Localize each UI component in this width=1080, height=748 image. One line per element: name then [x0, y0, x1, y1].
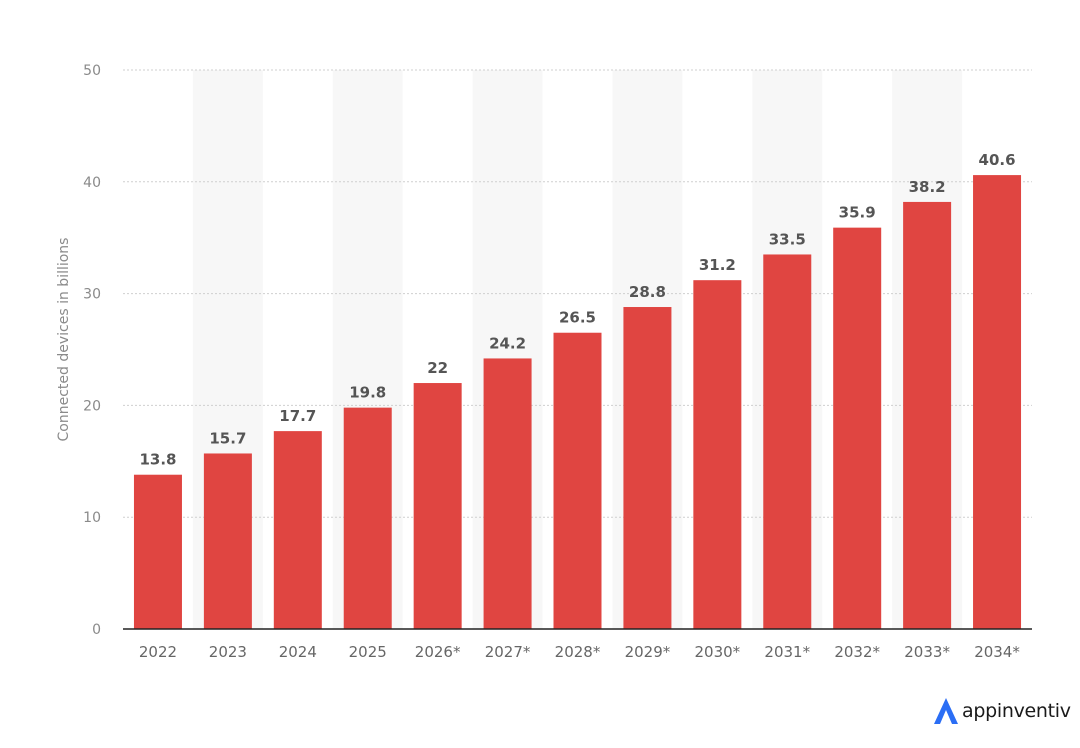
y-tick-label: 10 — [83, 510, 101, 526]
bar — [903, 201, 952, 629]
y-tick-label: 50 — [83, 63, 101, 79]
bar — [763, 254, 812, 629]
bar — [273, 431, 322, 629]
x-category-label: 2024 — [279, 643, 317, 661]
x-category-label: 2032* — [834, 643, 880, 661]
bar-data-label: 40.6 — [979, 151, 1016, 169]
y-tick-label: 20 — [83, 398, 101, 414]
bars — [133, 175, 1022, 630]
x-category-label: 2026* — [415, 643, 461, 661]
x-category-label: 2025 — [349, 643, 387, 661]
bar-data-label: 22 — [427, 359, 448, 377]
bar-data-label: 24.2 — [489, 334, 526, 352]
bar — [203, 453, 252, 629]
x-category-label: 2022 — [139, 643, 177, 661]
x-category-label: 2030* — [695, 643, 741, 661]
x-category-label: 2031* — [764, 643, 810, 661]
x-category-label: 2029* — [625, 643, 671, 661]
bar — [343, 407, 392, 629]
bar — [973, 175, 1022, 630]
x-category-label: 2033* — [904, 643, 950, 661]
bar-data-label: 15.7 — [209, 429, 246, 447]
brand-name: appinventiv — [962, 700, 1071, 722]
bar-data-label: 33.5 — [769, 230, 806, 248]
y-tick-label: 30 — [83, 287, 101, 303]
bar-data-label: 31.2 — [699, 256, 736, 274]
y-tick-label: 0 — [92, 622, 101, 638]
bar — [413, 383, 462, 629]
x-category-label: 2023 — [209, 643, 247, 661]
bar — [553, 332, 602, 629]
x-category-label: 2028* — [555, 643, 601, 661]
bar-data-label: 19.8 — [349, 384, 386, 402]
bar-data-label: 13.8 — [139, 451, 176, 469]
brand-watermark: appinventiv — [932, 695, 1071, 727]
x-category-label: 2034* — [974, 643, 1020, 661]
bar — [483, 358, 532, 629]
bar — [693, 280, 742, 629]
bar — [623, 307, 672, 629]
bar-data-labels: 13.8 15.7 17.7 19.8 22 24.2 26.5 28.8 31.2 33.5 35… — [139, 151, 1015, 469]
y-axis-tick-labels: 0 10 20 30 40 50 — [83, 63, 101, 638]
y-tick-label: 40 — [83, 175, 101, 191]
bar-data-label: 28.8 — [629, 283, 666, 301]
bar-data-label: 35.9 — [839, 204, 876, 222]
x-axis-category-labels: 2022 2023 2024 2025 2026* 2027* 2028* 2029* 2030… — [139, 643, 1021, 661]
bar-data-label: 26.5 — [559, 309, 596, 327]
bar — [833, 227, 882, 629]
bar — [133, 474, 182, 629]
x-category-label: 2027* — [485, 643, 531, 661]
bar-data-label: 17.7 — [279, 407, 316, 425]
y-axis-title: Connected devices in billions — [56, 238, 72, 442]
bar-data-label: 38.2 — [909, 178, 946, 196]
appinventiv-logo-icon — [934, 698, 958, 724]
